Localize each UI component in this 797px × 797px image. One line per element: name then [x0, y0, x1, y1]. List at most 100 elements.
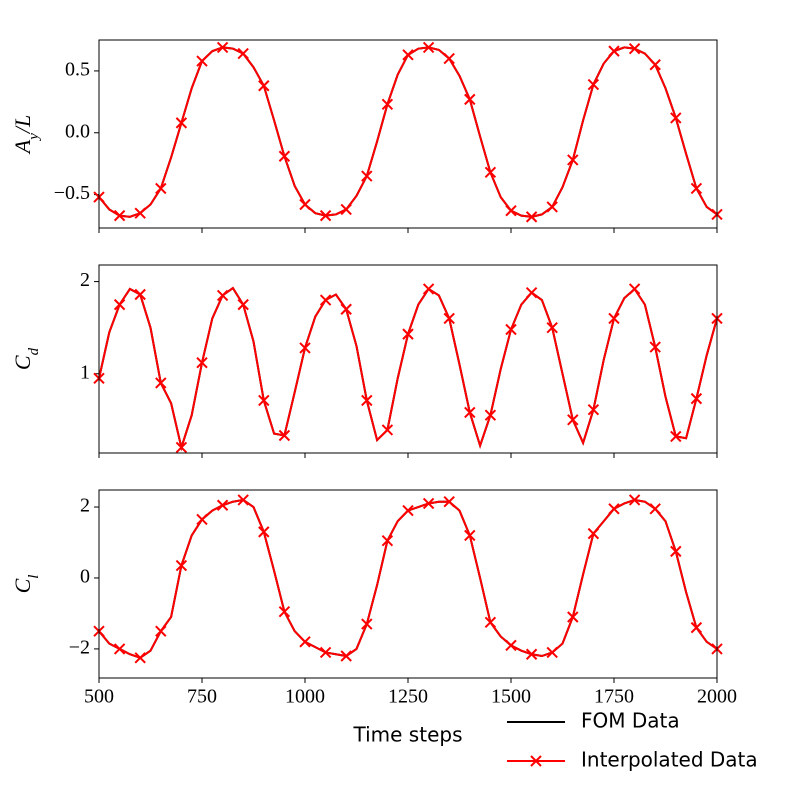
label-part: C — [10, 355, 35, 370]
marker — [443, 52, 455, 65]
marker — [464, 529, 476, 542]
marker — [484, 409, 497, 421]
marker — [649, 503, 661, 515]
label-part: C — [10, 578, 35, 593]
legend: FOM Data Interpolated Data — [507, 709, 758, 772]
marker — [587, 403, 600, 416]
axes-frame — [98, 489, 718, 679]
marker — [155, 625, 167, 637]
marker — [113, 209, 126, 222]
marker — [237, 47, 249, 60]
series-line — [99, 286, 717, 452]
x-tick-label: 1750 — [594, 686, 634, 708]
marker — [608, 312, 620, 325]
marker — [381, 424, 394, 436]
series-line — [99, 286, 717, 452]
x-axis-label: Time steps — [353, 723, 463, 747]
marker — [525, 286, 538, 299]
marker — [649, 341, 661, 353]
y-axis-label: Cd — [10, 347, 42, 370]
marker — [587, 78, 600, 91]
marker — [258, 394, 270, 407]
marker — [546, 646, 558, 659]
y-tick-label: −0.5 — [54, 182, 90, 204]
marker — [505, 204, 517, 217]
marker — [567, 154, 579, 166]
marker — [237, 298, 249, 311]
marker — [299, 342, 311, 354]
marker — [484, 616, 497, 629]
marker — [484, 166, 497, 179]
subscript: d — [26, 347, 42, 355]
axes-frame — [98, 264, 718, 454]
marker — [690, 182, 703, 195]
y-axis-label: Cl — [10, 575, 42, 594]
y-tick-label: 0.5 — [65, 59, 90, 81]
marker — [278, 150, 291, 162]
marker — [258, 80, 270, 92]
marker — [546, 201, 558, 213]
x-tick-label: 1500 — [491, 686, 531, 708]
marker — [649, 59, 661, 71]
label-part: A — [10, 139, 35, 155]
series-line — [99, 46, 717, 218]
marker — [670, 112, 682, 124]
marker — [381, 535, 394, 547]
marker — [134, 288, 146, 301]
marker — [525, 211, 538, 223]
y-tick-label: 2 — [80, 495, 90, 517]
marker — [299, 198, 311, 211]
marker — [402, 504, 414, 517]
marker — [175, 117, 188, 129]
marker — [464, 406, 476, 419]
marker — [216, 41, 229, 54]
marker — [422, 283, 435, 295]
marker — [196, 513, 208, 526]
legend-label: FOM Data — [581, 709, 680, 733]
marker — [443, 495, 455, 508]
marker — [216, 289, 229, 302]
marker — [113, 298, 126, 311]
marker — [361, 394, 373, 407]
marker — [216, 499, 229, 511]
marker — [361, 618, 373, 630]
y-tick-label: −2 — [69, 637, 90, 659]
marker — [258, 526, 270, 538]
marker — [525, 648, 538, 660]
marker — [422, 41, 435, 54]
series-line — [99, 46, 717, 218]
marker — [690, 392, 703, 405]
marker — [134, 652, 146, 664]
marker — [299, 636, 311, 648]
series-line — [99, 498, 717, 659]
marker — [196, 55, 208, 67]
marker — [628, 283, 641, 295]
marker — [422, 497, 435, 510]
marker — [278, 605, 291, 618]
marker — [402, 49, 414, 61]
marker — [567, 611, 579, 623]
label-part: /L — [10, 115, 35, 135]
marker — [628, 42, 641, 55]
marker — [402, 328, 414, 340]
subscript: y — [26, 133, 42, 142]
x-tick-label: 750 — [187, 686, 217, 708]
legend-label: Interpolated Data — [581, 748, 758, 772]
marker — [690, 621, 703, 634]
marker — [278, 429, 291, 442]
marker — [670, 430, 682, 443]
marker — [155, 377, 167, 389]
legend-marker — [530, 755, 542, 767]
marker — [628, 494, 641, 506]
x-tick-label: 1000 — [285, 686, 325, 708]
axes-frame — [98, 39, 718, 229]
marker — [237, 494, 249, 506]
marker — [113, 643, 126, 655]
marker — [443, 312, 455, 325]
marker — [608, 503, 620, 515]
marker — [155, 182, 167, 195]
plot-area — [99, 46, 717, 218]
y-axis-label: Ay/L — [10, 115, 42, 155]
marker — [505, 323, 517, 336]
